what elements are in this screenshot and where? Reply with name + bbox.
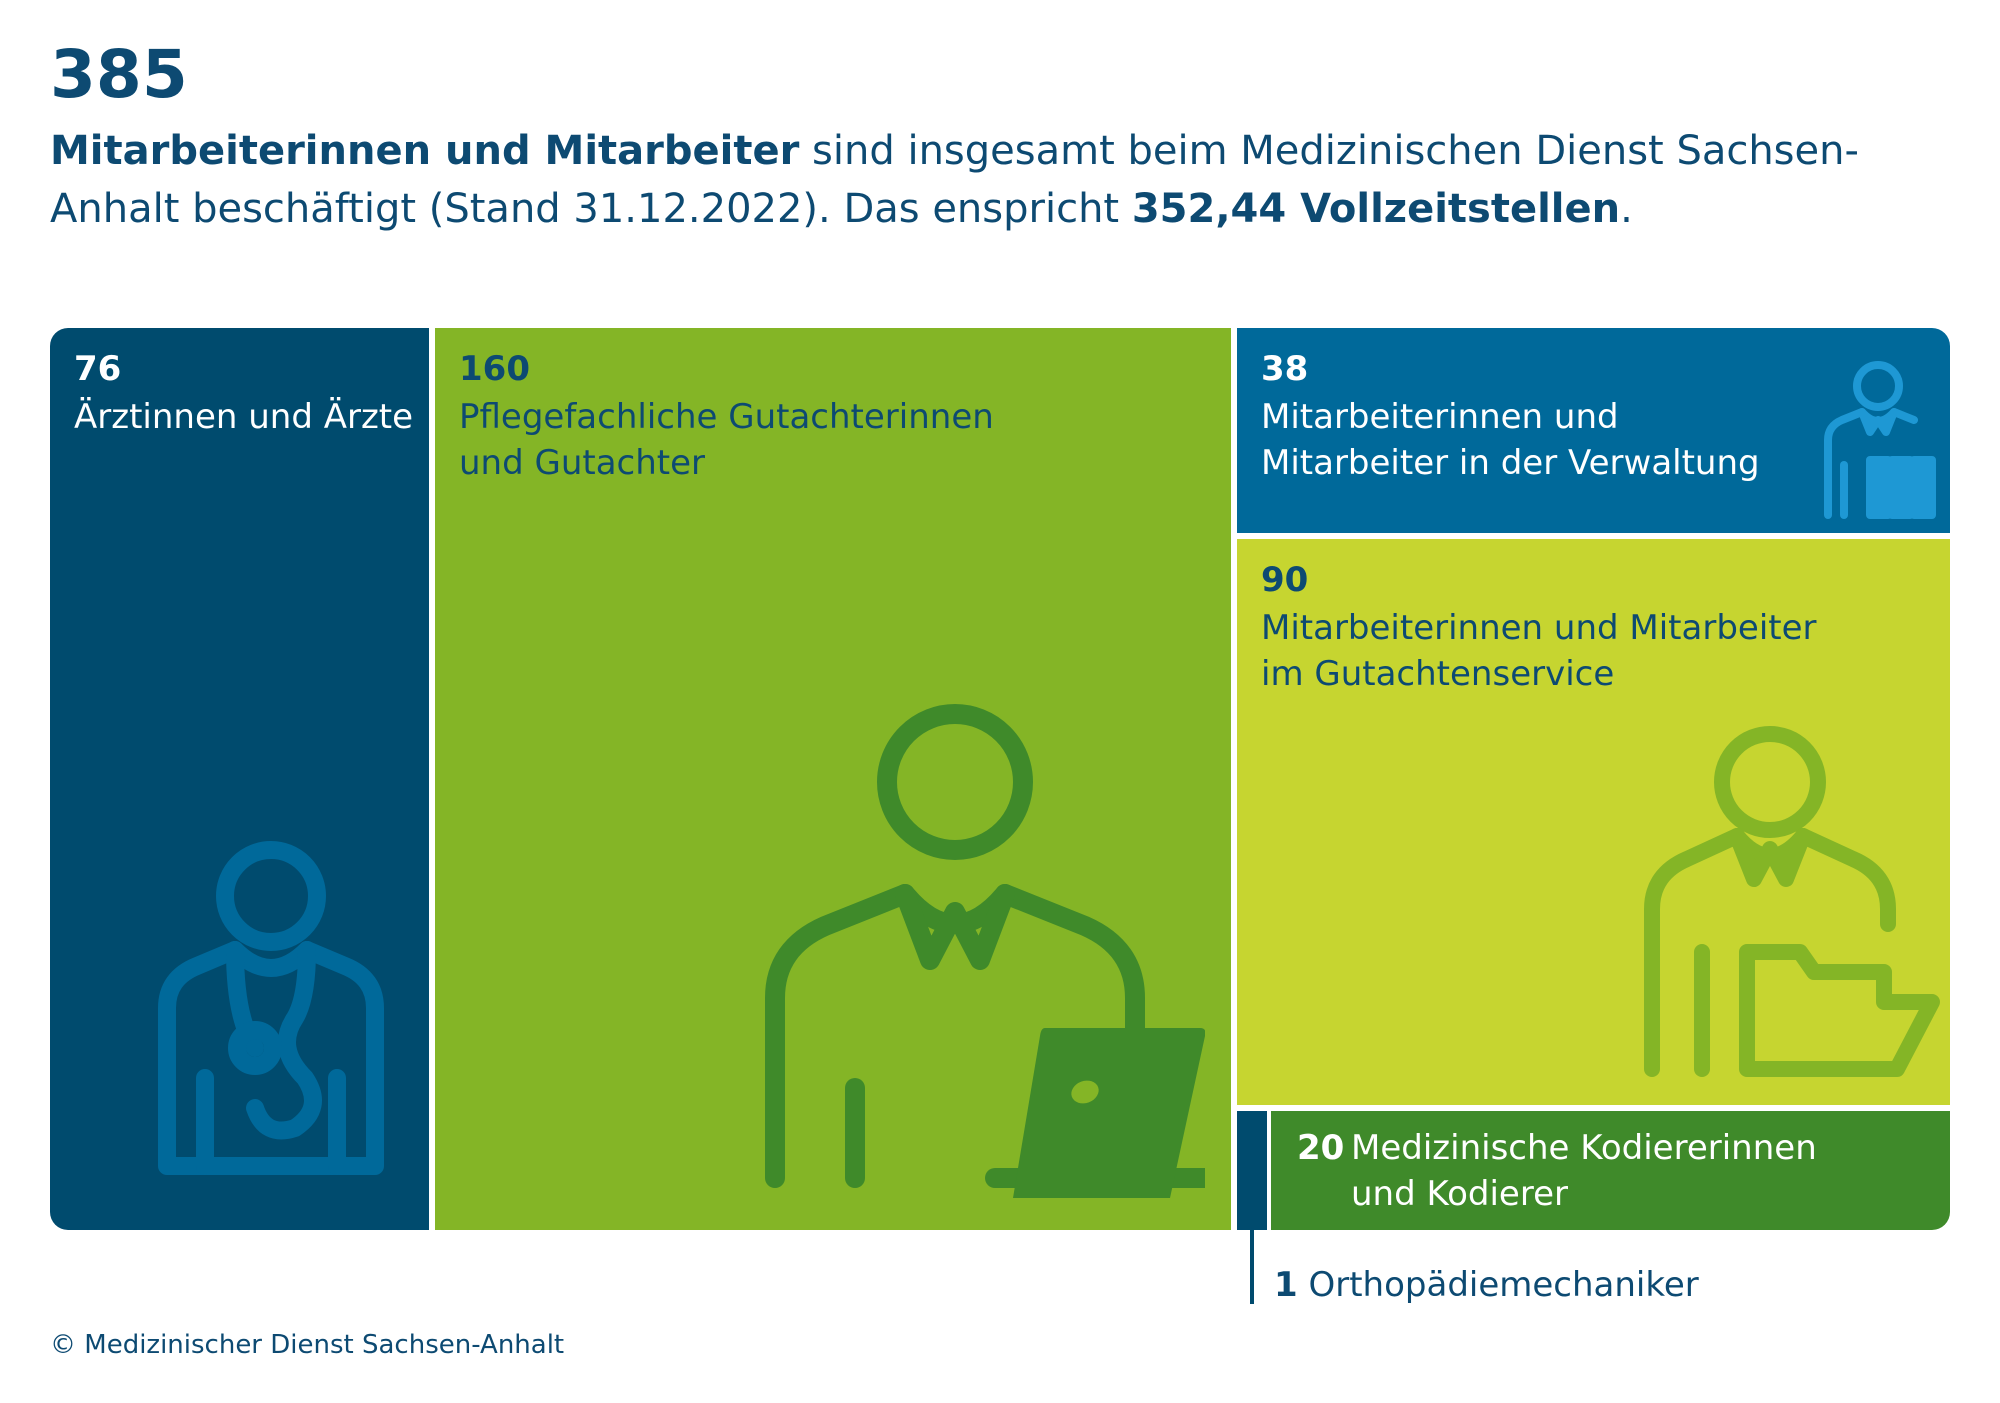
- fte-bold: 352,44 Vollzeitstellen: [1131, 186, 1621, 232]
- tile-report-service-value: 90: [1261, 560, 1309, 600]
- tile-orthopaedic: [1237, 1111, 1267, 1230]
- total-count: 385: [50, 36, 188, 113]
- tile-nursing-label-2: und Gutachter: [459, 443, 706, 483]
- tile-coders: 20 Medizinische Kodiererinnen und Kodier…: [1271, 1111, 1950, 1230]
- tile-report-service-label-2: im Gutachtenservice: [1261, 654, 1615, 694]
- person-folder-icon: [1644, 726, 1940, 1077]
- fte-end: .: [1620, 186, 1633, 232]
- intro-rest: sind insgesamt beim Medizinischen Dienst…: [50, 128, 1859, 232]
- tile-nursing: 160 Pflegefachliche Gutachterinnen und G…: [435, 328, 1231, 1230]
- tile-doctors-value: 76: [74, 349, 122, 389]
- copyright: © Medizinischer Dienst Sachsen-Anhalt: [50, 1330, 565, 1360]
- tile-administration-value: 38: [1261, 349, 1309, 389]
- laptop-icon: [1013, 1028, 1205, 1198]
- orthopaedic-text: Orthopädiemechaniker: [1308, 1265, 1699, 1305]
- tile-administration-label-1: Mitarbeiterinnen und: [1261, 397, 1619, 437]
- tile-coders-value: 20: [1297, 1128, 1345, 1168]
- tile-coders-label-2: und Kodierer: [1351, 1174, 1568, 1214]
- tile-coders-label-1: Medizinische Kodiererinnen: [1351, 1128, 1817, 1168]
- doctor-stethoscope-icon: [158, 841, 384, 1175]
- tile-nursing-label-1: Pflegefachliche Gutachterinnen: [459, 397, 994, 437]
- intro-text: Mitarbeiterinnen und Mitarbeiter sind in…: [50, 122, 1970, 238]
- person-binders-icon: [1824, 361, 1936, 519]
- tile-administration-label-2: Mitarbeiter in der Verwaltung: [1261, 443, 1760, 483]
- tile-doctors: 76 Ärztinnen und Ärzte: [50, 328, 429, 1230]
- orthopaedic-value: 1: [1274, 1265, 1298, 1305]
- orthopaedic-leader-line: [1250, 1230, 1254, 1304]
- orthopaedic-label: 1 Orthopädiemechaniker: [1274, 1265, 1699, 1305]
- tile-administration: 38 Mitarbeiterinnen und Mitarbeiter in d…: [1237, 328, 1950, 533]
- tile-nursing-value: 160: [459, 349, 530, 389]
- tile-doctors-label: Ärztinnen und Ärzte: [74, 397, 414, 437]
- intro-bold: Mitarbeiterinnen und Mitarbeiter: [50, 128, 800, 174]
- tile-report-service: 90 Mitarbeiterinnen und Mitarbeiter im G…: [1237, 539, 1950, 1105]
- tile-report-service-label-1: Mitarbeiterinnen und Mitarbeiter: [1261, 608, 1817, 648]
